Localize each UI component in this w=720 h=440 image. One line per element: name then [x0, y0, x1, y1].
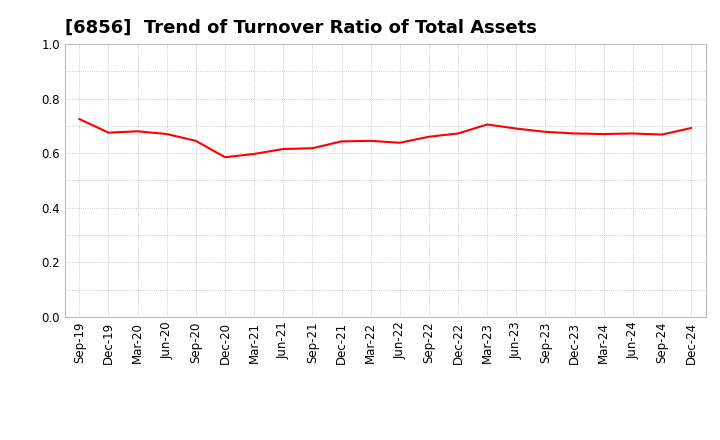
Text: [6856]  Trend of Turnover Ratio of Total Assets: [6856] Trend of Turnover Ratio of Total …	[65, 19, 536, 37]
